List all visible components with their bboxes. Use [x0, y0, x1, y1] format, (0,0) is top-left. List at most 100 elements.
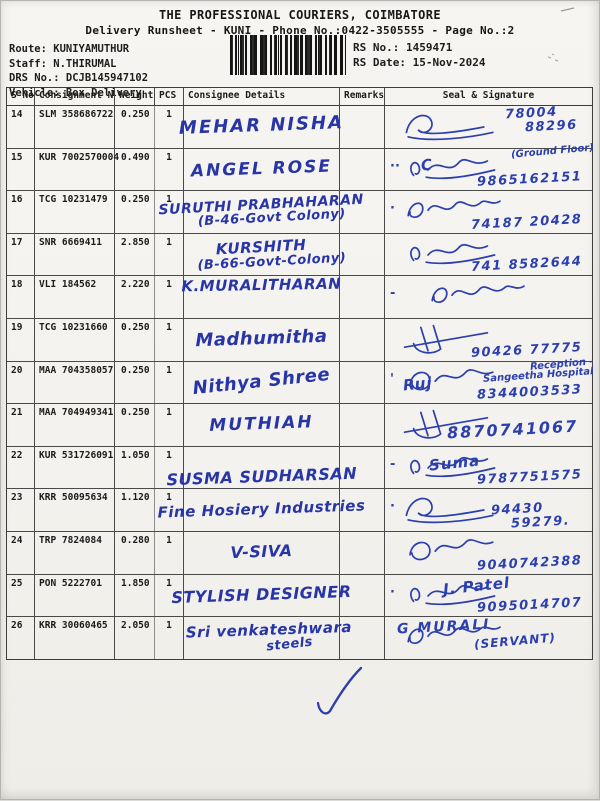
meta-label: DRS No.:: [9, 72, 60, 84]
table-header-row: S No Consignment No Weight PCS Consignee Det…: [7, 88, 592, 106]
cell-remarks: [340, 446, 385, 489]
cell-seal-signature: ' Ruj Reception - Sangeetha Hospital 8344003…: [385, 356, 594, 404]
cell-weight: 0.490: [115, 148, 155, 191]
table-row: 17 SNR 6669411 2.850 1 KURSHITH (B-66-Govt-Co…: [7, 233, 592, 277]
cell-consignment-no: TCG 10231479: [35, 191, 115, 233]
handwritten-consignee: STYLISH DESIGNER: [171, 572, 352, 619]
table-body: 14 SLM 358686722 0.250 1 MEHAR NISHA 78004 882…: [7, 105, 594, 659]
table-row: 22 KUR 531726091 1.050 1 SUSMA SUDHARSAN - Sum…: [7, 444, 592, 491]
meta-value: 1459471: [399, 41, 453, 54]
runsheet-subtitle: Delivery Runsheet - KUNI - Phone No.:042…: [85, 24, 515, 37]
cell-consignment-no: KRR 50095634: [35, 489, 115, 531]
cell-consignment-no: KRR 30060465: [35, 617, 115, 659]
handwritten-consignee: ANGEL ROSE: [183, 146, 339, 193]
meta-label: Staff:: [9, 57, 47, 70]
table-row: 14 SLM 358686722 0.250 1 MEHAR NISHA 78004 882…: [7, 105, 592, 149]
cell-sno: 21: [7, 404, 35, 446]
meta-field: RS Date: 15-Nov-2024: [353, 55, 485, 70]
cell-consignee-details: ANGEL ROSE: [183, 146, 340, 193]
meta-value: N.THIRUMAL: [46, 57, 117, 70]
cell-seal-signature: 78004 88296: [385, 105, 592, 148]
cell-remarks: [340, 233, 385, 276]
meta-label: RS No.:: [353, 41, 400, 54]
table-row: 16 TCG 10231479 0.250 1 SURUTHI PRABHAHARAN(…: [7, 191, 592, 234]
pen-tick-mark: ·: [390, 584, 395, 600]
cell-sno: 25: [7, 574, 35, 617]
column-header: Remarks: [340, 88, 385, 105]
signature-scrawl-icon: [409, 539, 494, 561]
meta-value: 15-Nov-2024: [405, 56, 486, 69]
signature-scrawl-icon: [405, 498, 494, 524]
signature-name: Ruj: [402, 373, 434, 395]
cell-pcs: 1: [155, 361, 184, 404]
meta-label: Route:: [9, 43, 47, 55]
barcode: [230, 35, 346, 75]
cell-seal-signature: · 74187 20428: [385, 191, 592, 233]
cell-weight: 0.250: [115, 191, 155, 233]
cell-seal-signature: G MURALI (SERVANT): [385, 617, 592, 659]
signature-scrawl-icon: [403, 324, 489, 354]
cell-sno: 24: [7, 531, 35, 574]
cell-seal-signature: ·· C (Ground Floor) 9865162151: [385, 142, 594, 191]
handwritten-consignee: KURSHITH (B-66-Govt-Colony): [183, 230, 347, 280]
cell-seal-signature: 90426 77775: [385, 319, 592, 361]
cell-pcs: 1: [155, 148, 184, 191]
cell-remarks: [340, 361, 385, 404]
meta-field: RS No.: 1459471: [353, 40, 485, 55]
cell-consignee-details: V-SIVA: [183, 529, 340, 576]
cell-consignee-details: Fine Hosiery Industries: [157, 489, 366, 531]
cell-pcs: 1: [155, 446, 184, 489]
handwritten-consignee: V-SIVA: [183, 529, 339, 576]
cell-remarks: [340, 489, 385, 531]
cell-sno: 22: [7, 446, 35, 489]
meta-field: Staff: N.THIRUMAL: [9, 57, 148, 72]
pen-tick-mark: ·: [390, 201, 395, 217]
cell-pcs: 1: [155, 233, 184, 276]
consignee-name: ANGEL ROSE: [190, 156, 333, 181]
column-header: Weight: [115, 88, 155, 105]
signature-scrawl-icon: [405, 114, 494, 141]
cell-sno: 14: [7, 106, 35, 148]
cell-consignee-details: KURSHITH (B-66-Govt-Colony): [184, 233, 347, 276]
cell-weight: 2.050: [115, 617, 155, 659]
cell-consignee-details: STYLISH DESIGNER: [171, 572, 352, 619]
signature-scrawl-icon: [410, 584, 496, 605]
cell-sno: 23: [7, 489, 35, 531]
pen-tick-mark: -: [390, 286, 396, 302]
signature-scrawl-icon: [407, 200, 501, 219]
cell-sno: 16: [7, 191, 35, 233]
cell-consignee-details: Sri venkateshwara steels: [184, 617, 352, 659]
consignee-name: V-SIVA: [230, 541, 293, 563]
cell-remarks: [340, 148, 385, 191]
cell-consignee-details: MUTHIAH: [184, 404, 340, 446]
consignee-name: MUTHIAH: [209, 412, 314, 436]
table-row: 24 TRP 7824084 0.280 1 V-SIVA 9040742388: [7, 529, 592, 576]
cell-consignment-no: MAA 704949341: [35, 404, 115, 446]
table-row: 19 TCG 10231660 0.250 1 Madhumitha 90426 7777…: [7, 318, 592, 362]
cell-seal-signature: - Suma 9787751575: [385, 447, 592, 489]
cell-consignment-no: KUR 7002570004: [35, 148, 119, 191]
handwritten-consignee: MUTHIAH: [183, 401, 339, 448]
cell-sno: 19: [7, 318, 35, 361]
cell-seal-signature: · J. Patel 9095014707: [385, 573, 592, 617]
table-row: 26 KRR 30060465 2.050 1 Sri venkateshwara ste…: [7, 617, 592, 659]
meta-value: DCJB145947102: [59, 72, 149, 84]
pen-tick-mark: ·: [390, 499, 395, 515]
signature-scrawl-icon: [410, 456, 496, 477]
cell-weight: 1.120: [115, 489, 155, 531]
cell-consignment-no: SLM 358686722: [35, 106, 115, 148]
cell-consignee-details: SUSMA SUDHARSAN: [166, 444, 357, 491]
cell-weight: 0.250: [115, 318, 155, 361]
signature-scrawl-icon: [409, 368, 494, 390]
cell-pcs: 1: [155, 489, 184, 531]
cell-consignment-no: MAA 704358057: [35, 361, 115, 404]
consignee-name: MEHAR NISHA: [178, 112, 345, 140]
checkmark-annotation: [316, 666, 363, 715]
consignee-name: STYLISH DESIGNER: [171, 581, 352, 608]
cell-weight: 1.050: [115, 446, 155, 489]
consignee-name: K.MURALITHARAN: [181, 274, 342, 296]
handwritten-consignee: SUSMA SUDHARSAN: [166, 444, 357, 491]
cell-sno: 20: [7, 361, 35, 404]
cell-seal-signature: -: [385, 276, 592, 318]
cell-weight: 0.280: [115, 531, 155, 574]
